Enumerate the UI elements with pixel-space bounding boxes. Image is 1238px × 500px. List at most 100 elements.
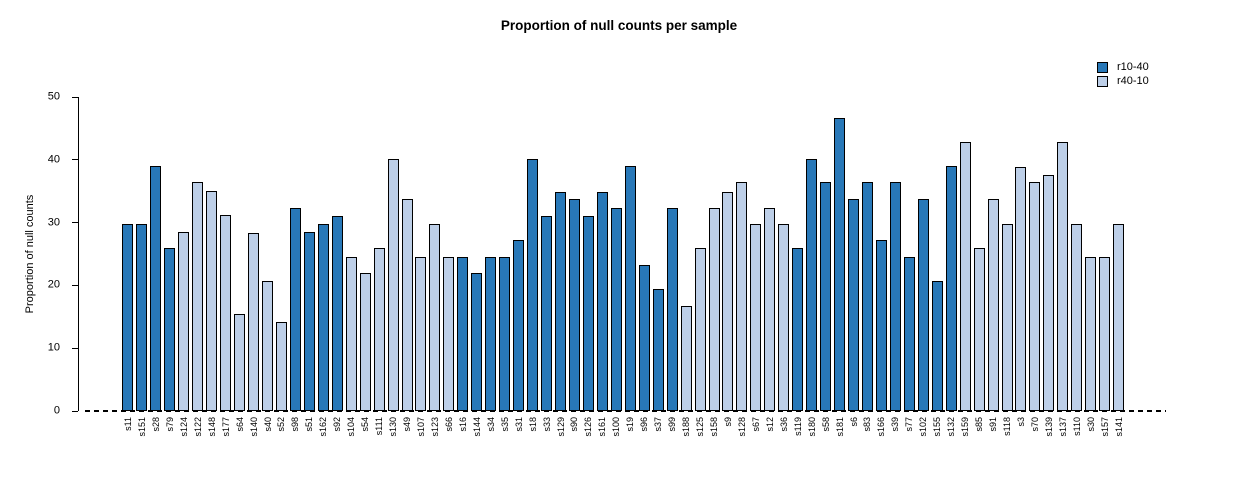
legend-swatch-r40-10 [1097, 75, 1108, 87]
bar-s110 [1071, 223, 1083, 411]
bar-s123 [429, 223, 441, 411]
bar-s130 [387, 159, 399, 411]
x-tick-label-s181: s181 [834, 417, 845, 437]
x-tick-label-s148: s148 [206, 417, 217, 437]
x-tick-label-s31: s31 [513, 417, 524, 432]
x-tick-label-s49: s49 [402, 417, 413, 432]
y-tick-label: 40 [47, 153, 60, 166]
bar-slot-s126: s126 [581, 97, 595, 437]
x-tick-label-s64: s64 [234, 417, 245, 432]
bar-s6 [848, 199, 860, 411]
x-tick-label-s98: s98 [290, 417, 301, 432]
bar-s54 [359, 272, 371, 411]
x-tick-label-s158: s158 [709, 417, 719, 437]
zero-line [85, 410, 1166, 412]
bar-slot-s130: s130 [386, 97, 400, 437]
x-tick-label-s188: s188 [681, 417, 692, 437]
bar-s34 [485, 257, 497, 411]
bar-slot-s96: s96 [637, 97, 651, 432]
y-tick: 50 [48, 91, 78, 102]
x-tick-label-s118: s118 [1002, 417, 1013, 436]
bar-slot-s100: s100 [609, 97, 623, 437]
x-tick-label-s180: s180 [806, 417, 817, 437]
bar-slot-s39: s39 [888, 97, 902, 432]
bar-s85 [973, 248, 985, 411]
bars: s11 s151 s28 s79 s124 s122 s148 s177 s64 s140 s40 s… [121, 97, 1126, 437]
y-tick-label: 10 [47, 341, 60, 354]
x-tick-label-s110: s110 [1071, 417, 1082, 436]
x-tick-label-s58: s58 [820, 417, 831, 432]
bar-slot-s123: s123 [428, 97, 442, 437]
x-tick-label-s91: s91 [988, 417, 999, 432]
bar-s66 [443, 257, 455, 411]
bar-s119 [792, 248, 804, 411]
bar-slot-s64: s64 [233, 97, 247, 432]
bar-slot-s28: s28 [149, 97, 163, 432]
bar-slot-s51: s51 [302, 97, 316, 432]
legend-item-r10-40: r10-40 [1097, 60, 1149, 74]
bar-slot-s166: s166 [874, 97, 888, 437]
bar-s99 [666, 207, 678, 411]
bar-s122 [192, 182, 204, 411]
x-tick-label-s92: s92 [332, 417, 343, 432]
x-tick-label-s123: s123 [429, 417, 440, 437]
bar-slot-s159: s159 [958, 97, 972, 437]
bar-s19 [624, 166, 636, 411]
legend: r10-40 r40-10 [1097, 60, 1149, 88]
bar-slot-s77: s77 [902, 97, 916, 432]
bar-slot-s18: s18 [526, 97, 540, 432]
bar-slot-s35: s35 [498, 97, 512, 432]
bar-slot-s70: s70 [1028, 97, 1042, 432]
legend-label: r40-10 [1117, 75, 1149, 87]
x-tick-label-s96: s96 [639, 417, 650, 432]
bar-s126 [582, 215, 594, 411]
bar-slot-s33: s33 [540, 97, 554, 432]
bar-slot-s6: s6 [847, 97, 861, 427]
x-tick-label-s77: s77 [904, 417, 915, 432]
bar-s39 [889, 182, 901, 411]
bar-s140 [248, 232, 260, 411]
bar-slot-s177: s177 [219, 97, 233, 437]
bar-s49 [401, 198, 413, 411]
bar-s64 [234, 313, 246, 411]
x-tick-label-s33: s33 [541, 417, 552, 432]
bar-slot-s151: s151 [135, 97, 149, 437]
bar-slot-s155: s155 [930, 97, 944, 437]
bar-s35 [499, 257, 511, 411]
bar-s51 [303, 232, 315, 411]
bar-slot-s98: s98 [288, 97, 302, 432]
x-tick-label-s102: s102 [918, 417, 929, 437]
bar-s166 [875, 240, 887, 411]
bar-s33 [541, 215, 553, 411]
bar-s96 [638, 265, 650, 411]
bar-slot-s162: s162 [316, 97, 330, 437]
bar-s128 [736, 182, 748, 411]
bar-slot-s31: s31 [512, 97, 526, 432]
x-tick-label-s51: s51 [304, 417, 315, 432]
x-tick-label-s11: s11 [122, 417, 133, 431]
y-tick: 20 [48, 279, 78, 290]
bar-s148 [206, 191, 218, 411]
x-tick-label-s79: s79 [164, 417, 175, 432]
x-tick-label-s141: s141 [1113, 417, 1124, 437]
bar-s70 [1029, 182, 1041, 411]
x-tick-label-s161: s161 [597, 417, 608, 437]
bar-slot-s91: s91 [986, 97, 1000, 432]
bar-s79 [164, 248, 176, 411]
bar-slot-s137: s137 [1056, 97, 1070, 437]
bar-s18 [527, 159, 539, 411]
bar-s36 [778, 223, 790, 411]
bar-slot-s83: s83 [861, 97, 875, 432]
bar-slot-s12: s12 [763, 97, 777, 432]
x-tick-label-s85: s85 [974, 417, 985, 432]
bar-slot-s157: s157 [1098, 97, 1112, 437]
bar-slot-s139: s139 [1042, 97, 1056, 437]
x-tick-label-s130: s130 [388, 417, 399, 437]
x-tick-label-s34: s34 [485, 417, 496, 432]
bar-s83 [861, 182, 873, 411]
bar-s155 [931, 281, 943, 411]
x-tick-label-s37: s37 [653, 417, 664, 432]
x-tick-label-s140: s140 [248, 417, 259, 437]
chart-title: Proportion of null counts per sample [500, 18, 738, 33]
x-tick-label-s16: s16 [457, 417, 468, 432]
